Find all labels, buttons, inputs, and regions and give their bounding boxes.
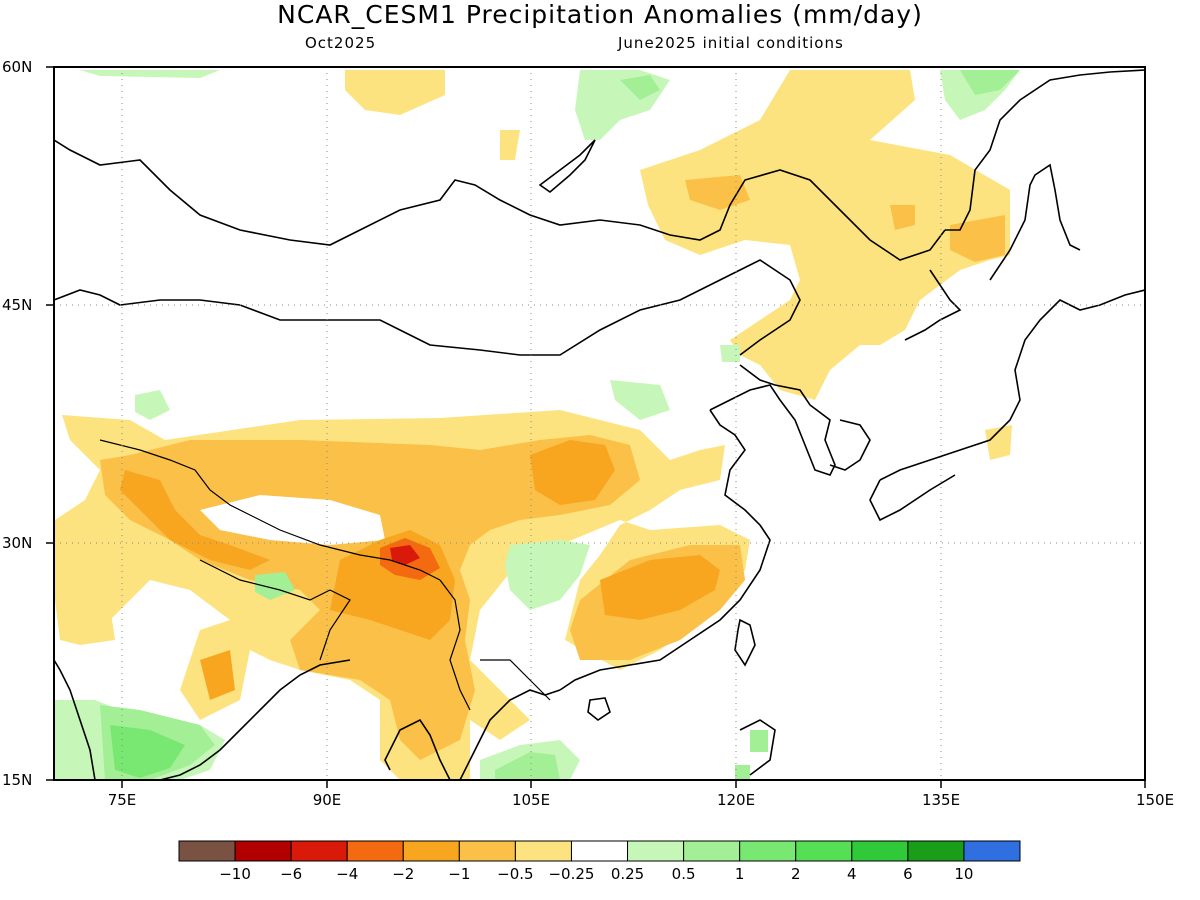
coastline	[54, 139, 946, 261]
anomaly-region	[600, 555, 720, 620]
coastline	[559, 409, 771, 691]
coastline	[734, 618, 756, 667]
anomaly-region	[495, 752, 560, 780]
lat-label: 30N	[2, 534, 33, 552]
lat-label: 15N	[2, 771, 33, 789]
coastline	[587, 697, 611, 721]
anomaly-region	[200, 650, 235, 700]
plot-title: NCAR_CESM1 Precipitation Anomalies (mm/d…	[277, 0, 923, 29]
anomaly-region	[135, 390, 170, 420]
lon-label: 90E	[312, 791, 342, 809]
border	[99, 439, 441, 581]
border	[319, 589, 351, 661]
anomaly-region	[80, 70, 220, 78]
lon-label: 150E	[1135, 791, 1175, 809]
coastline	[459, 689, 561, 780]
anomaly-region	[720, 345, 740, 362]
anomaly-region	[345, 70, 445, 115]
country-borders	[99, 439, 551, 711]
anomaly-region	[530, 440, 615, 505]
colorbar-label: 2	[790, 865, 801, 883]
colorbar-swatch	[514, 840, 572, 862]
coastline	[384, 718, 451, 780]
colorbar-swatch	[402, 840, 460, 862]
colorbar-label: −0.5	[497, 865, 534, 883]
anomaly-region	[640, 70, 1010, 400]
border	[480, 659, 551, 701]
colorbar-label: −4	[336, 865, 359, 883]
anomaly-region	[890, 205, 915, 230]
border	[199, 559, 331, 601]
colorbar-label: −2	[392, 865, 415, 883]
colorbar-swatch	[907, 840, 965, 862]
colorbar-swatch	[290, 840, 348, 862]
axis-ticks	[46, 66, 1146, 788]
lat-label: 45N	[2, 296, 33, 314]
colorbar-label: −10	[219, 865, 251, 883]
colorbar-label: −6	[280, 865, 303, 883]
forecast-month: Oct2025	[305, 34, 377, 52]
anomaly-region	[685, 175, 750, 210]
initial-conditions-label: June2025 initial conditions	[618, 34, 844, 52]
colorbar-swatch	[739, 840, 797, 862]
map-frame	[53, 66, 1146, 781]
lon-label: 135E	[921, 791, 961, 809]
anomaly-region	[390, 545, 420, 565]
coastline	[945, 69, 1145, 231]
anomaly-region	[55, 600, 115, 645]
colorbar-label: 0.5	[671, 865, 696, 883]
anomaly-region	[985, 425, 1012, 460]
anomaly-field	[55, 70, 1020, 780]
anomaly-region	[950, 215, 1005, 262]
coastline	[54, 659, 96, 780]
coastline	[739, 719, 776, 776]
colorbar-label: −0.25	[548, 865, 595, 883]
anomaly-region	[120, 470, 270, 570]
lon-label: 105E	[511, 791, 551, 809]
graticule	[54, 67, 1145, 780]
coastline	[904, 269, 962, 341]
coastline	[879, 289, 1145, 481]
anomaly-region	[610, 380, 670, 420]
colorbar-label: 1	[734, 865, 745, 883]
colorbar-swatch	[683, 840, 741, 862]
lat-label: 60N	[2, 58, 33, 76]
coastline	[538, 139, 596, 194]
colorbar-label: 10	[954, 865, 974, 883]
anomaly-region	[735, 765, 750, 780]
coastline	[869, 474, 956, 522]
anomaly-region	[505, 540, 590, 610]
anomaly-region	[960, 70, 1020, 95]
colorbar-swatch	[627, 840, 685, 862]
anomaly-region	[255, 572, 295, 600]
colorbar	[178, 840, 1021, 862]
colorbar-swatch	[963, 840, 1021, 862]
coastline	[54, 259, 801, 356]
colorbar-label: 6	[903, 865, 913, 883]
coastline	[989, 163, 1081, 281]
coastline	[829, 419, 871, 471]
border	[439, 579, 471, 711]
colorbar-swatch	[234, 840, 292, 862]
coastlines	[54, 69, 1145, 780]
lon-label: 75E	[107, 791, 137, 809]
coastline	[709, 364, 836, 476]
colorbar-label: −1	[448, 865, 471, 883]
colorbar-label: 4	[847, 865, 857, 883]
colorbar-label: 0.25	[610, 865, 645, 883]
colorbar-swatch	[346, 840, 404, 862]
lon-label: 120E	[716, 791, 756, 809]
anomaly-region	[750, 730, 768, 752]
anomaly-region	[200, 495, 385, 545]
coastline	[159, 659, 351, 780]
colorbar-swatch	[570, 840, 629, 862]
anomaly-region	[500, 130, 520, 160]
anomaly-region	[620, 75, 660, 100]
colorbar-swatch	[178, 840, 236, 862]
anomaly-region	[110, 725, 185, 778]
colorbar-swatch	[851, 840, 909, 862]
colorbar-swatch	[458, 840, 516, 862]
colorbar-swatch	[795, 840, 853, 862]
